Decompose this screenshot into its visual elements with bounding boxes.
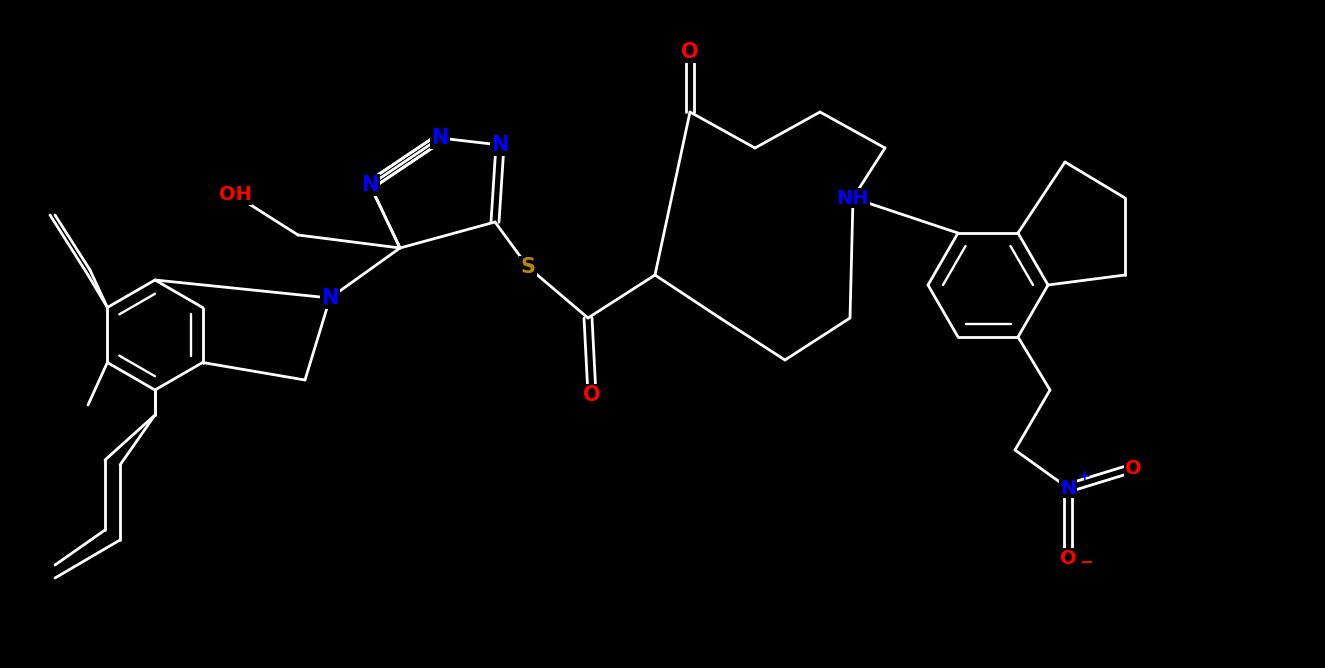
Text: O: O xyxy=(583,385,600,405)
Text: N: N xyxy=(492,135,509,155)
Text: O: O xyxy=(681,42,698,62)
Text: N: N xyxy=(362,175,379,195)
Text: OH: OH xyxy=(219,186,252,204)
Text: +: + xyxy=(1079,469,1090,483)
Text: N: N xyxy=(1060,478,1076,498)
Text: N: N xyxy=(432,128,449,148)
Text: O: O xyxy=(1125,458,1141,478)
Text: NH: NH xyxy=(837,188,869,208)
Text: S: S xyxy=(521,257,535,277)
Text: −: − xyxy=(1079,552,1093,570)
Text: N: N xyxy=(321,288,339,308)
Text: O: O xyxy=(1060,548,1076,568)
